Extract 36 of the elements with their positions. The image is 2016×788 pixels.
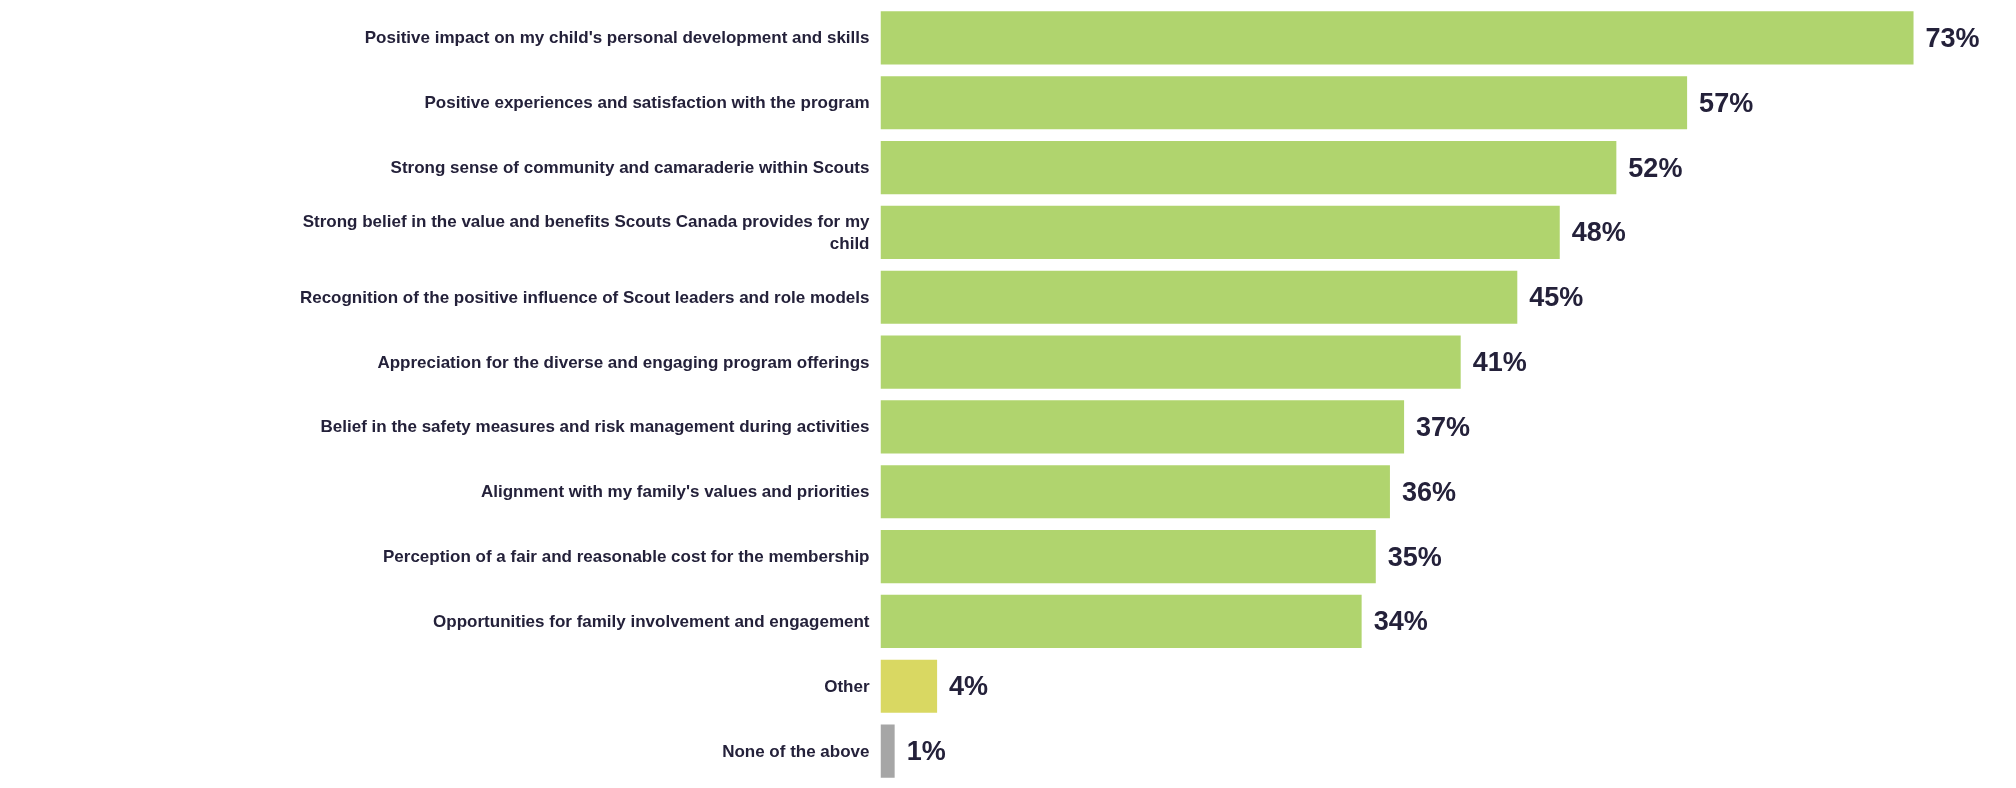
- bar: [880, 530, 1376, 584]
- y-tick-label: Other: [824, 676, 870, 696]
- bar: [880, 11, 1914, 65]
- y-tick-label: Strong sense of community and camaraderie within Scouts: [390, 158, 870, 178]
- data-label: 48%: [1571, 217, 1626, 248]
- bar: [880, 400, 1405, 454]
- y-tick-label: Alignment with my family's values and priorities: [480, 482, 870, 502]
- bar: [880, 270, 1518, 324]
- y-tick-label: Strong belief in the value and benefits Scouts Canada provides for my child: [302, 211, 871, 254]
- y-tick-label: Opportunities for family involvement and engagement: [433, 611, 870, 631]
- y-tick-label: Recognition of the positive influence of Scout leaders and role models: [299, 287, 870, 307]
- data-label: 4%: [949, 671, 989, 702]
- y-tick-label: Positive impact on my child's personal development and skills: [364, 28, 870, 48]
- bar: [880, 594, 1362, 648]
- data-label: 1%: [906, 736, 946, 767]
- bar: [880, 205, 1560, 259]
- bar: [880, 724, 895, 778]
- data-label: 73%: [1925, 22, 1980, 53]
- data-label: 37%: [1416, 411, 1471, 442]
- bar: [880, 465, 1390, 519]
- y-tick-label: Appreciation for the diverse and engaging program offerings: [377, 352, 870, 372]
- data-label: 36%: [1401, 476, 1456, 507]
- data-label: 41%: [1472, 347, 1527, 378]
- y-tick-label: None of the above: [722, 741, 870, 761]
- data-label: 34%: [1373, 606, 1428, 637]
- y-tick-label: Belief in the safety measures and risk management during activities: [320, 417, 870, 437]
- bar: [880, 76, 1688, 130]
- bar: [880, 659, 938, 713]
- bar: [880, 141, 1617, 195]
- y-tick-label: Perception of a fair and reasonable cost for the membership: [382, 547, 870, 567]
- y-tick-label: Positive experiences and satisfaction with the program: [424, 93, 870, 113]
- data-label: 45%: [1529, 282, 1584, 313]
- data-label: 52%: [1628, 152, 1683, 183]
- data-label: 57%: [1699, 87, 1754, 118]
- data-label: 35%: [1387, 541, 1442, 572]
- bar: [880, 335, 1461, 389]
